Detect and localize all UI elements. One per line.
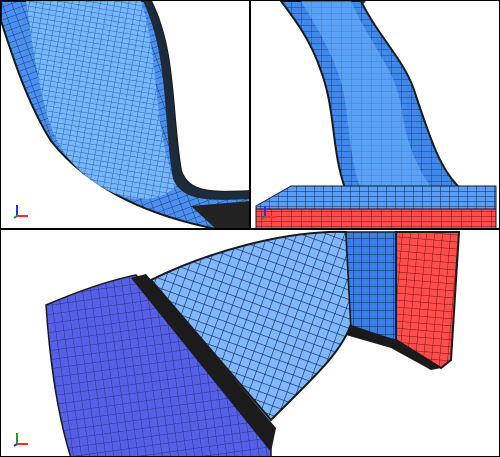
mesh-blade-face	[301, 1, 431, 189]
mesh-base-red	[255, 208, 497, 228]
xyz-axis-triad-icon	[13, 205, 28, 219]
mesh-render-bottom	[45, 230, 461, 456]
mesh-upper-blue	[345, 231, 402, 341]
mesh-render-top-left	[1, 1, 249, 228]
xyz-axis-triad-icon	[261, 206, 276, 220]
viewport-bottom[interactable]	[0, 229, 500, 457]
mesh-render-top-right	[255, 1, 497, 228]
mesh-base-edge	[191, 201, 249, 228]
mesh-edge-diagonal	[131, 274, 276, 452]
xyz-axis-triad-icon	[13, 433, 28, 447]
mesh-base-ring	[255, 185, 497, 210]
mesh-fan-edge	[346, 325, 441, 370]
mesh-edge-band	[143, 1, 249, 200]
viewport-top-right[interactable]	[250, 0, 500, 229]
viewport-top-left[interactable]	[0, 0, 250, 229]
mesh-block-red	[395, 231, 461, 370]
mesh-sheet-indigo	[45, 274, 272, 456]
mesh-sheet-inner	[26, 1, 176, 199]
